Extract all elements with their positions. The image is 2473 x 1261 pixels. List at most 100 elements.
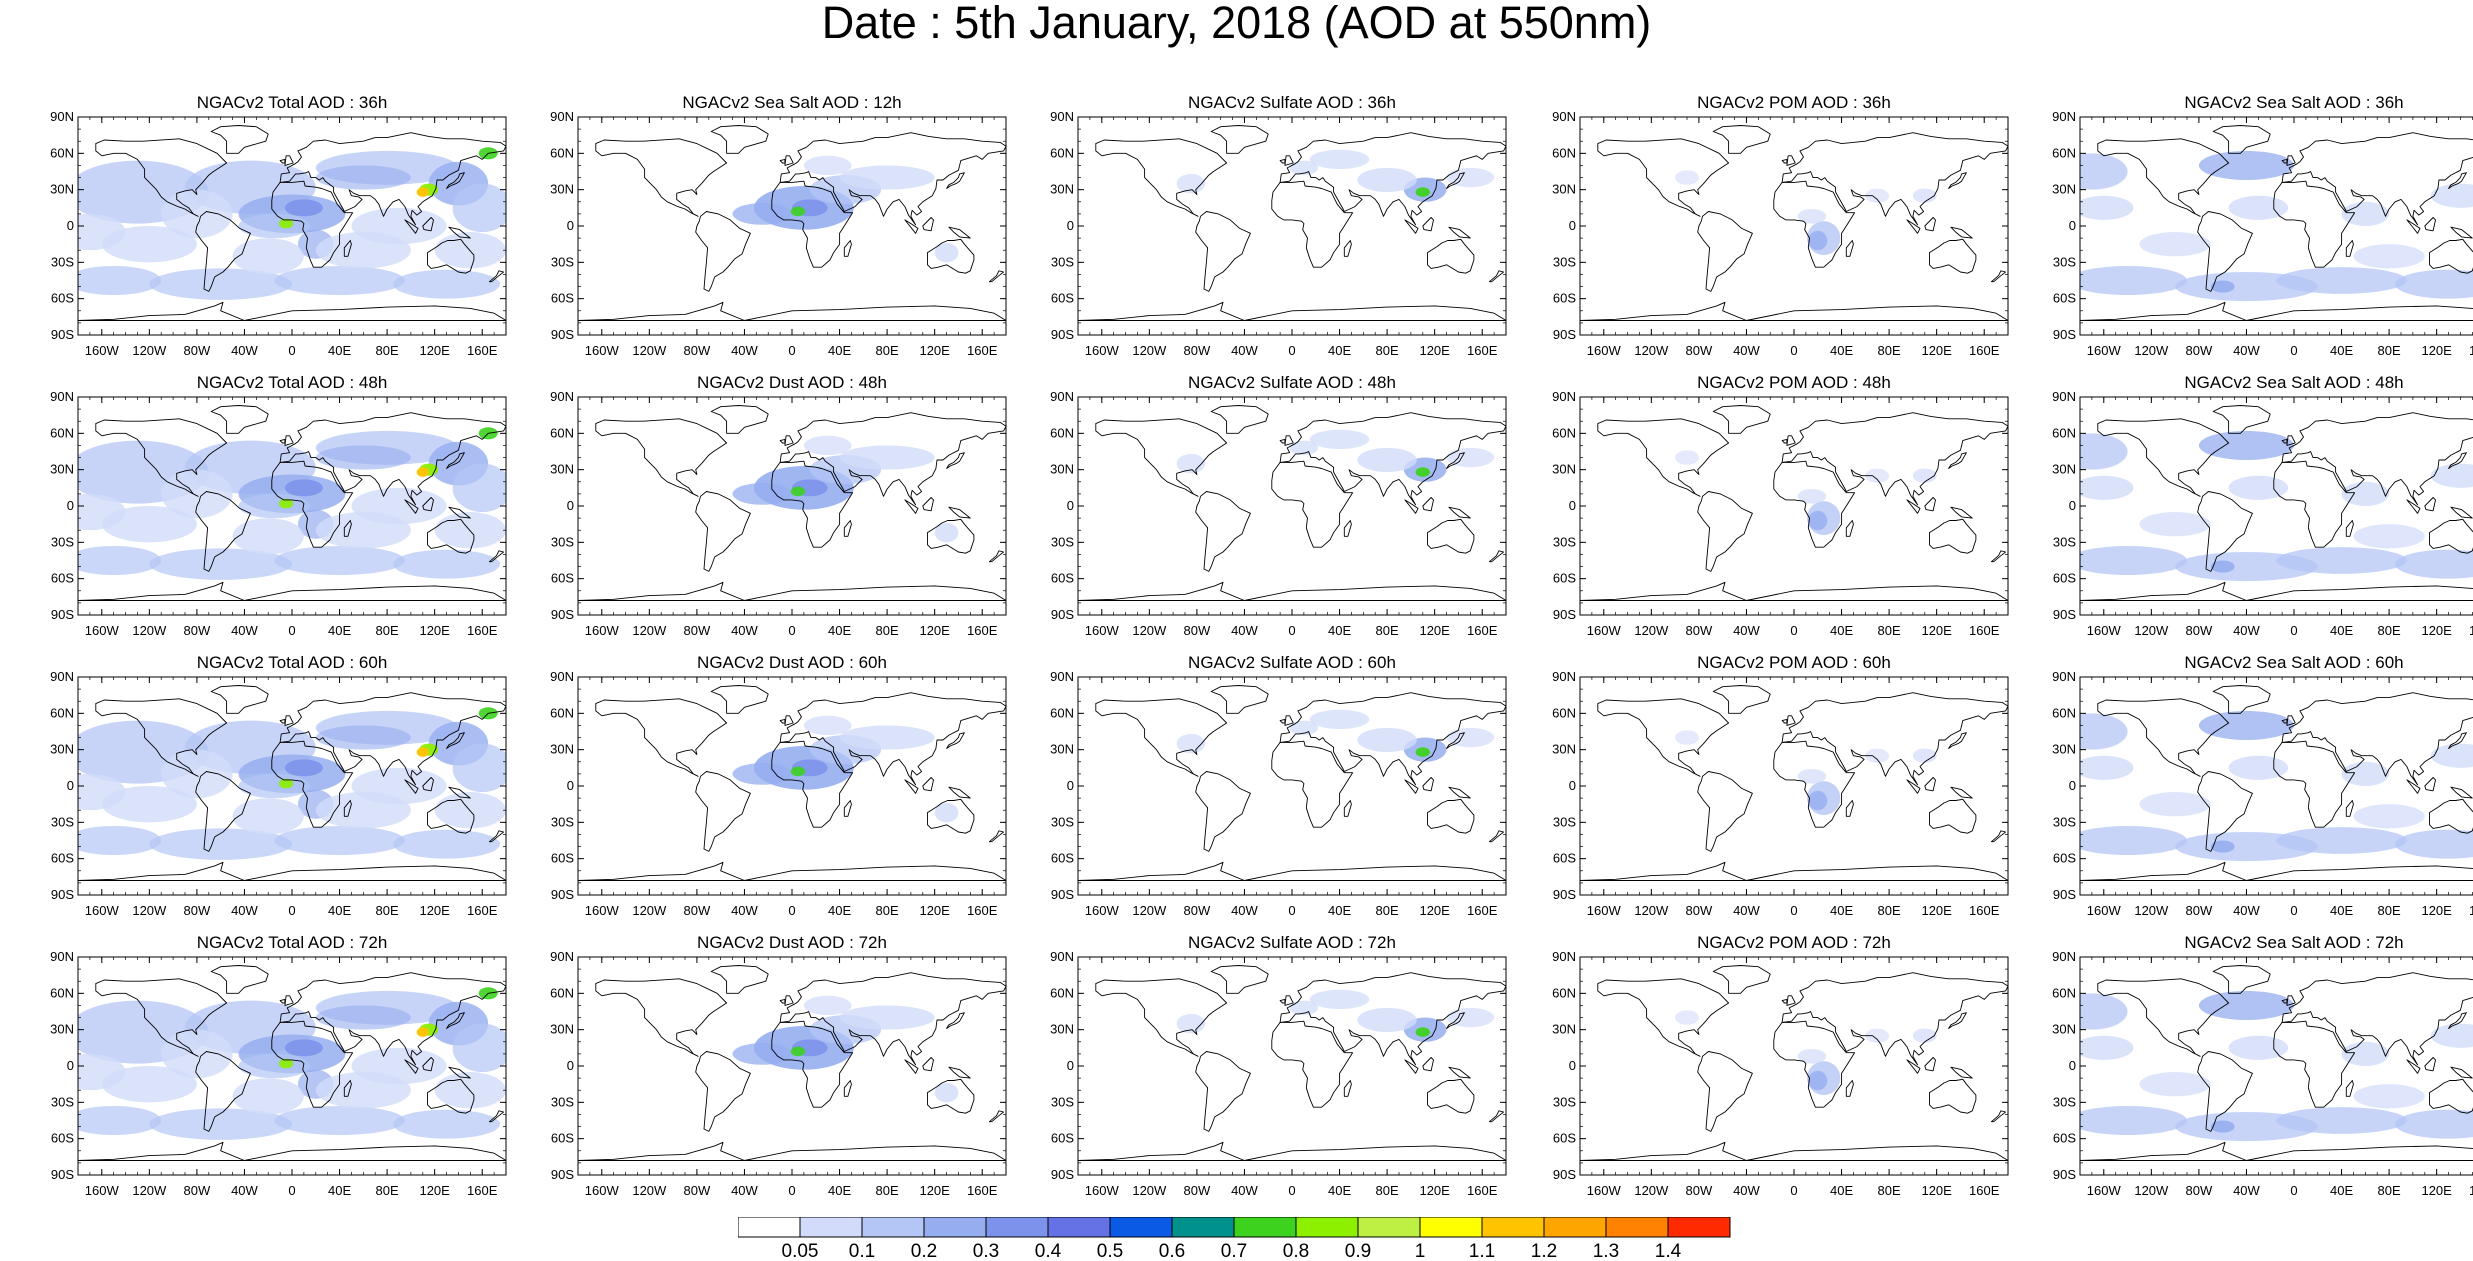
coastline	[988, 550, 1005, 563]
coastline	[927, 1078, 975, 1114]
aod-blob	[2080, 433, 2128, 470]
aod-field	[1675, 1010, 1937, 1096]
aod-blob	[1176, 173, 1206, 194]
aod-blob	[1912, 468, 1937, 483]
coastline	[2273, 740, 2356, 828]
map-panel: NGACv2 Sea Salt AOD : 60h 90N 60N 30N 0 30S 60…	[2040, 653, 2473, 928]
coastline	[279, 438, 286, 444]
lon-tick-label: 40E	[828, 1183, 851, 1198]
lon-tick-label: 0	[1790, 1183, 1797, 1198]
coastline	[695, 771, 751, 852]
aod-blob	[934, 522, 959, 543]
colorbar-swatch	[1295, 1217, 1359, 1238]
colorbar-swatch	[1047, 1217, 1111, 1238]
coastline	[1906, 779, 1921, 794]
coastline	[1990, 1110, 2007, 1123]
lon-tick-label: 120W	[1634, 1183, 1669, 1198]
coastline	[1271, 460, 1354, 548]
aod-field	[1675, 170, 1937, 256]
lon-tick-label: 40W	[731, 343, 758, 358]
aod-blob	[78, 545, 162, 576]
coastline	[1279, 132, 1506, 226]
aod-blob	[732, 202, 792, 225]
lat-tick-label: 0	[2069, 498, 2076, 513]
coastline	[843, 240, 852, 257]
aod-blob	[2210, 840, 2235, 853]
lat-tick-label: 60S	[51, 1131, 74, 1146]
colorbar-label: 1	[1415, 1241, 1426, 1261]
aod-blob	[1912, 748, 1937, 763]
coastline	[1210, 685, 1269, 714]
coastline	[922, 777, 934, 792]
lat-tick-label: 60N	[50, 705, 74, 720]
lon-tick-label: 40W	[731, 903, 758, 918]
colorbar-label: 0.1	[849, 1241, 875, 1261]
lon-tick-label: 0	[788, 903, 795, 918]
lat-tick-label: 30N	[2052, 462, 2076, 477]
colorbar-swatch	[923, 1217, 987, 1238]
coastlines	[578, 125, 1006, 321]
aod-blob	[2395, 549, 2473, 579]
coastline	[1279, 692, 1506, 786]
lat-tick-label: 60S	[2053, 291, 2076, 306]
lon-tick-label: 160E	[467, 903, 498, 918]
aod-blob	[2353, 804, 2425, 829]
map-frame	[1579, 116, 2009, 336]
coastline	[1343, 240, 1352, 257]
lat-tick-label: 90N	[1552, 389, 1576, 404]
aod-blob	[2228, 475, 2289, 500]
lon-tick-label: 160W	[2087, 343, 2122, 358]
lon-tick-label: 40E	[1830, 1183, 1853, 1198]
lon-tick-label: 40W	[731, 623, 758, 638]
aod-blob	[393, 1109, 501, 1139]
aod-blob	[278, 778, 294, 789]
lon-tick-label: 0	[788, 343, 795, 358]
aod-blob	[78, 825, 162, 856]
lon-tick-label: 80W	[1184, 623, 1211, 638]
aod-blob	[315, 512, 411, 549]
coastline	[1404, 1059, 1419, 1074]
aod-blob	[2210, 1120, 2235, 1133]
lon-tick-label: 160W	[2087, 903, 2122, 918]
coastline	[1422, 217, 1434, 232]
coastlines	[1580, 685, 2008, 881]
coastline	[2281, 438, 2288, 444]
coastline	[2450, 786, 2473, 799]
lon-tick-label: 160E	[2469, 343, 2473, 358]
lon-tick-label: 80W	[2186, 1183, 2213, 1198]
lon-tick-label: 80W	[184, 623, 211, 638]
coastline	[948, 226, 971, 239]
lat-tick-label: 30S	[551, 254, 574, 269]
lon-tick-label: 160W	[585, 343, 620, 358]
coastline	[2448, 452, 2467, 469]
coastline	[1990, 550, 2007, 563]
coastline	[946, 452, 965, 469]
world-map: 90N 60N 30N 0 30S 60S 90S 160W 120W 80W 40W 0 40E 80E…	[1552, 669, 2009, 918]
coastline	[2281, 132, 2473, 226]
coastline	[779, 412, 1006, 506]
map-panel: NGACv2 POM AOD : 36h 90N 60N 30N 0 30S 60S 90S 1…	[1540, 93, 2022, 368]
aod-blob	[434, 792, 506, 829]
coastline	[1427, 518, 1475, 554]
aod-blob	[839, 725, 935, 750]
coastlines	[78, 405, 506, 601]
lat-tick-label: 30S	[51, 254, 74, 269]
lon-tick-label: 80W	[1686, 903, 1713, 918]
lat-tick-label: 60N	[1050, 145, 1074, 160]
coastline	[948, 786, 971, 799]
lon-tick-label: 80E	[876, 1183, 899, 1198]
lon-tick-label: 120E	[2421, 623, 2452, 638]
map-panel: NGACv2 Total AOD : 72h 90N 60N 30N 0 30S 60S 90…	[38, 933, 520, 1208]
lat-tick-label: 30S	[551, 814, 574, 829]
lon-tick-label: 160W	[1085, 623, 1120, 638]
coastline	[1845, 800, 1854, 817]
aod-blob	[2080, 993, 2128, 1030]
lat-tick-label: 30S	[1553, 254, 1576, 269]
lon-tick-label: 80W	[184, 343, 211, 358]
lon-tick-label: 0	[288, 1183, 295, 1198]
aod-blob	[315, 1072, 411, 1109]
coastline	[1271, 180, 1354, 268]
coastline	[1284, 435, 1294, 446]
aod-blob	[2080, 1105, 2187, 1136]
aod-blob	[1176, 733, 1206, 754]
